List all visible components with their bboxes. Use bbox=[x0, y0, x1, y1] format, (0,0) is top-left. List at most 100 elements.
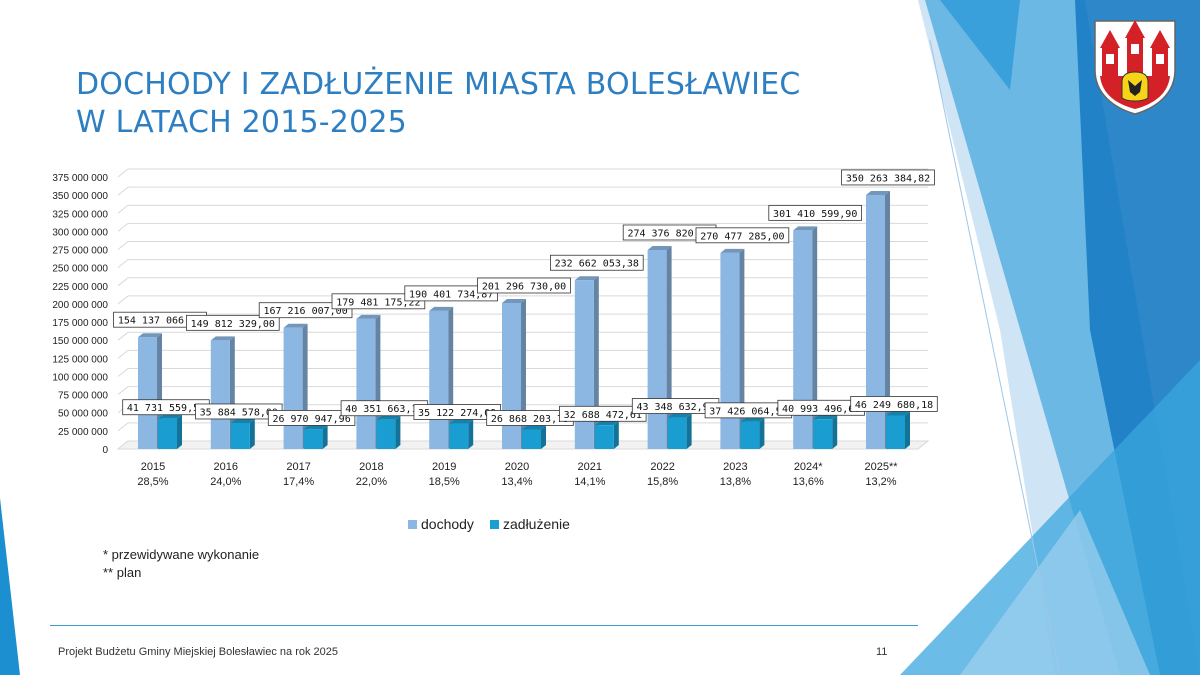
x-tick-label: 2017 bbox=[286, 461, 310, 473]
x-tick-sublabel: 14,1% bbox=[574, 476, 605, 488]
bar-dochody-top bbox=[866, 190, 890, 195]
bar-zadluzenie-side bbox=[322, 425, 328, 449]
bar-zadluzenie-top bbox=[303, 425, 328, 430]
grid-line-diag bbox=[117, 259, 129, 269]
bar-zadluzenie bbox=[886, 415, 905, 449]
data-label-dochody: 274 376 820,60 bbox=[627, 228, 711, 239]
legend-label-dochody: dochody bbox=[421, 516, 474, 532]
data-label-zadluzenie: 26 868 203,75 bbox=[491, 414, 569, 425]
data-label-zadluzenie: 37 426 064,57 bbox=[709, 406, 787, 417]
y-tick-label: 300 000 000 bbox=[52, 227, 108, 238]
bar-zadluzenie-side bbox=[686, 413, 692, 449]
bar-zadluzenie-side bbox=[249, 418, 255, 449]
grid-line-diag bbox=[117, 422, 129, 432]
x-tick-label: 2025** bbox=[864, 461, 898, 473]
x-tick-label: 2015 bbox=[141, 461, 165, 473]
legend-swatch-dochody bbox=[408, 520, 417, 529]
y-tick-label: 350 000 000 bbox=[52, 191, 108, 202]
bar-zadluzenie-side bbox=[905, 411, 910, 449]
data-label-dochody: 179 481 175,22 bbox=[336, 297, 420, 308]
data-label-dochody: 190 401 734,87 bbox=[409, 289, 493, 300]
data-label-zadluzenie-box bbox=[267, 410, 356, 426]
y-tick-label: 325 000 000 bbox=[52, 209, 108, 220]
x-tick-label: 2023 bbox=[723, 461, 747, 473]
page-number: 11 bbox=[876, 646, 888, 658]
x-tick-sublabel: 28,5% bbox=[137, 476, 168, 488]
y-tick-label: 50 000 000 bbox=[58, 409, 108, 420]
bar-zadluzenie bbox=[522, 429, 541, 449]
bar-zadluzenie bbox=[158, 418, 177, 449]
data-label-zadluzenie: 26 970 947,96 bbox=[272, 414, 350, 425]
x-tick-label: 2021 bbox=[578, 461, 602, 473]
data-label-dochody: 232 662 053,38 bbox=[555, 259, 639, 270]
bar-dochody-top bbox=[647, 245, 672, 250]
bar-zadluzenie bbox=[594, 425, 614, 449]
x-tick-label: 2022 bbox=[650, 461, 674, 473]
data-label-dochody-box bbox=[550, 254, 644, 271]
left-wedge bbox=[0, 498, 20, 675]
bar-dochody-top bbox=[793, 226, 818, 231]
y-tick-label: 175 000 000 bbox=[52, 318, 108, 329]
x-tick-sublabel: 18,5% bbox=[429, 476, 460, 488]
bar-dochody-side bbox=[521, 298, 526, 449]
data-label-dochody-box bbox=[404, 285, 498, 302]
y-tick-label: 125 000 000 bbox=[52, 354, 108, 365]
bar-dochody bbox=[283, 327, 303, 449]
bar-dochody bbox=[574, 280, 594, 449]
data-label-dochody: 350 263 384,82 bbox=[846, 173, 930, 184]
page-title: DOCHODY I ZADŁUŻENIE MIASTA BOLESŁAWIEC … bbox=[76, 66, 836, 142]
data-label-dochody-box bbox=[695, 227, 790, 244]
data-label-zadluzenie: 40 993 496,60 bbox=[782, 404, 860, 415]
right-panel-bottom-light bbox=[960, 510, 1150, 675]
bar-zadluzenie-side bbox=[759, 417, 765, 449]
data-label-zadluzenie: 40 351 663,17 bbox=[345, 404, 423, 415]
city-coat-of-arms-icon bbox=[1094, 20, 1176, 115]
x-tick-label: 2018 bbox=[359, 461, 383, 473]
data-label-zadluzenie-box bbox=[850, 396, 938, 412]
x-tick-label: 2020 bbox=[505, 461, 529, 473]
data-label-zadluzenie: 32 688 472,61 bbox=[564, 410, 642, 421]
page-title-line-1: DOCHODY I ZADŁUŻENIE MIASTA BOLESŁAWIEC bbox=[76, 67, 801, 102]
bar-zadluzenie-top bbox=[813, 415, 838, 420]
bar-zadluzenie bbox=[667, 417, 687, 449]
bar-zadluzenie-side bbox=[541, 425, 546, 449]
bar-zadluzenie-top bbox=[886, 411, 910, 416]
grid-line-diag bbox=[117, 241, 129, 250]
data-label-zadluzenie: 43 348 632,99 bbox=[636, 402, 714, 413]
x-tick-sublabel: 13,4% bbox=[501, 476, 532, 488]
data-label-dochody: 167 216 007,00 bbox=[263, 306, 347, 317]
bar-dochody bbox=[502, 302, 521, 449]
x-tick-label: 2016 bbox=[214, 461, 238, 473]
bar-dochody-top bbox=[210, 336, 235, 341]
x-tick-sublabel: 13,6% bbox=[793, 476, 824, 488]
bar-dochody-side bbox=[885, 190, 890, 449]
footer-divider bbox=[50, 625, 918, 626]
y-tick-label: 100 000 000 bbox=[52, 372, 108, 383]
legend-label-zadluzenie: zadłużenie bbox=[503, 516, 570, 532]
bar-zadluzenie-side bbox=[468, 419, 474, 449]
data-label-dochody-box bbox=[331, 293, 426, 310]
y-tick-label: 25 000 000 bbox=[58, 427, 108, 438]
grid-line-diag bbox=[117, 295, 129, 305]
bar-dochody-top bbox=[574, 276, 599, 281]
data-label-dochody-box bbox=[185, 314, 280, 331]
grid-line-diag bbox=[117, 204, 129, 214]
y-tick-label: 250 000 000 bbox=[52, 264, 108, 275]
x-tick-sublabel: 15,8% bbox=[647, 476, 678, 488]
bar-zadluzenie-top bbox=[740, 417, 765, 422]
data-label-zadluzenie: 35 122 274,09 bbox=[418, 408, 496, 419]
footnote-plan: ** plan bbox=[103, 565, 142, 580]
bar-zadluzenie-top bbox=[522, 425, 546, 430]
bar-zadluzenie-side bbox=[613, 421, 619, 449]
bar-dochody-top bbox=[720, 248, 745, 253]
bar-zadluzenie-side bbox=[177, 414, 182, 449]
y-tick-label: 0 bbox=[102, 445, 108, 456]
bar-dochody bbox=[647, 249, 667, 449]
bar-dochody bbox=[720, 252, 740, 449]
grid-line-diag bbox=[117, 223, 129, 232]
bar-zadluzenie bbox=[740, 421, 760, 449]
bar-zadluzenie-top bbox=[594, 421, 619, 426]
